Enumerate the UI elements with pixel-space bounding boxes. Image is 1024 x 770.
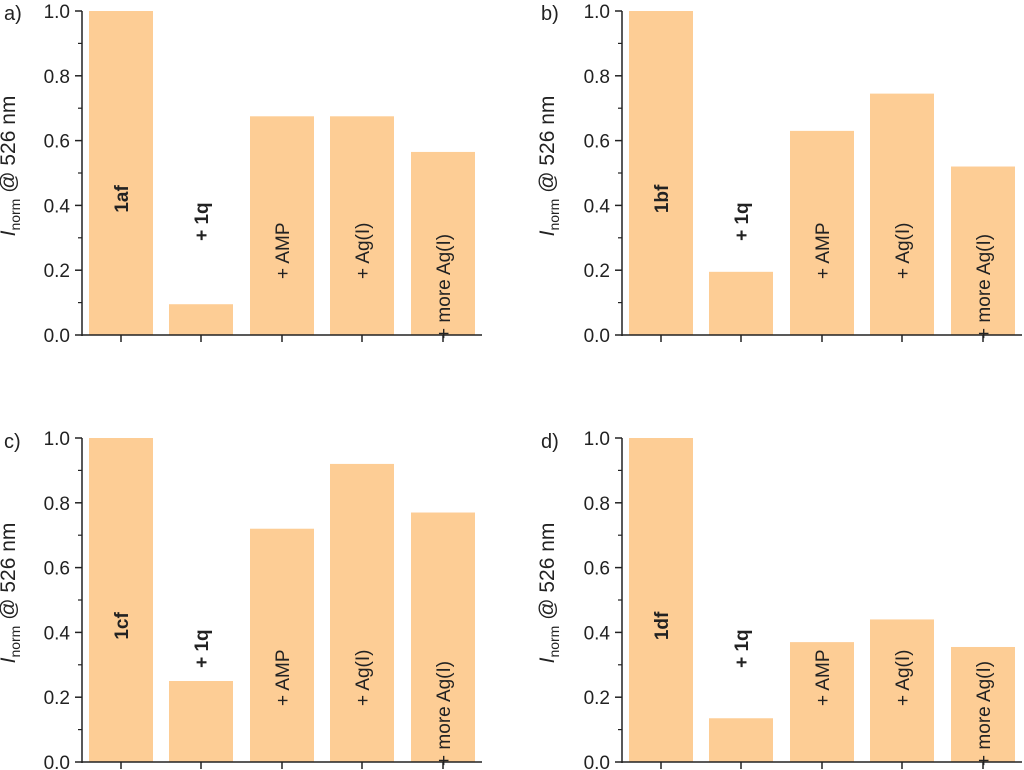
y-tick-label: 1.0	[584, 429, 610, 450]
category-label: + AMP	[273, 223, 294, 280]
category-label: + Ag(I)	[353, 650, 374, 707]
y-tick-label: 0.0	[44, 753, 70, 770]
category-label: 1df	[652, 611, 673, 640]
y-tick-label: 0.0	[44, 326, 70, 347]
y-tick-label: 0.6	[44, 132, 70, 153]
bar	[709, 718, 773, 762]
bar	[169, 681, 233, 762]
y-tick-label: 1.0	[44, 2, 70, 23]
category-label: 1cf	[112, 612, 133, 640]
category-label: + more Ag(I)	[434, 661, 455, 766]
y-tick-label: 0.2	[44, 688, 70, 709]
y-axis-label: Inorm @ 526 nm	[536, 96, 562, 237]
y-tick-label: 0.4	[584, 623, 611, 644]
y-tick-label: 0.8	[584, 494, 610, 515]
bar	[870, 93, 934, 336]
panel-label: a)	[4, 3, 22, 25]
y-tick-label: 0.0	[584, 326, 610, 347]
panel-label: d)	[541, 431, 559, 453]
bar	[790, 642, 854, 762]
y-axis-label: Inorm @ 526 nm	[536, 523, 562, 664]
panel-label: b)	[541, 3, 559, 25]
bar	[250, 116, 314, 335]
bar	[870, 619, 934, 762]
bar	[411, 151, 475, 335]
category-label: + Ag(I)	[893, 650, 914, 707]
y-tick-label: 1.0	[584, 2, 610, 23]
y-tick-label: 0.2	[584, 688, 610, 709]
y-tick-label: 0.2	[584, 261, 610, 282]
y-axis-label: Inorm @ 526 nm	[0, 96, 23, 237]
y-tick-label: 0.8	[584, 67, 610, 88]
y-tick-label: 0.4	[44, 623, 71, 644]
category-label: + AMP	[273, 650, 294, 707]
y-tick-label: 0.6	[584, 559, 610, 580]
bar	[951, 646, 1015, 762]
y-tick-label: 0.4	[584, 196, 611, 217]
bar	[411, 512, 475, 762]
y-tick-label: 0.2	[44, 261, 70, 282]
category-label: + 1q	[192, 202, 213, 241]
bar	[709, 271, 773, 335]
y-tick-label: 0.4	[44, 196, 71, 217]
category-label: + Ag(I)	[353, 223, 374, 280]
category-label: + 1q	[732, 629, 753, 668]
bar	[89, 11, 153, 335]
category-label: + more Ag(I)	[974, 661, 995, 766]
bar	[951, 166, 1015, 335]
category-label: + Ag(I)	[893, 223, 914, 280]
category-label: + AMP	[813, 223, 834, 280]
category-label: + more Ag(I)	[434, 234, 455, 339]
y-tick-label: 0.8	[44, 67, 70, 88]
bar	[169, 304, 233, 335]
bar	[790, 130, 854, 335]
y-tick-label: 0.6	[44, 559, 70, 580]
bar	[250, 528, 314, 762]
category-label: + more Ag(I)	[974, 234, 995, 339]
panel-label: c)	[4, 431, 21, 453]
y-tick-label: 0.6	[584, 132, 610, 153]
bar	[629, 11, 693, 335]
bar	[629, 438, 693, 762]
bar	[89, 438, 153, 762]
category-label: + 1q	[732, 202, 753, 241]
bar	[330, 463, 394, 762]
category-label: 1af	[112, 185, 133, 213]
category-label: + 1q	[192, 629, 213, 668]
category-label: 1bf	[652, 184, 673, 213]
y-tick-label: 1.0	[44, 429, 70, 450]
category-label: + AMP	[813, 650, 834, 707]
y-axis-label: Inorm @ 526 nm	[0, 523, 23, 664]
y-tick-label: 0.8	[44, 494, 70, 515]
bar	[330, 116, 394, 335]
y-tick-label: 0.0	[584, 753, 610, 770]
